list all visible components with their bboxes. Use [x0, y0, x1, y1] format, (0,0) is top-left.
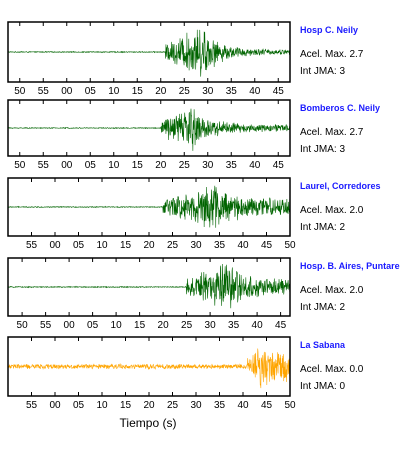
- panel-5: 55 00 05 10 15 20 25 30 35 40 45 50 La Sabana Acel. M…: [7, 336, 364, 411]
- tick-label: 40: [252, 320, 264, 331]
- panel-frame: [7, 99, 291, 157]
- tick-label: 25: [181, 320, 193, 331]
- tick-label: 10: [96, 240, 108, 251]
- tick-label: 25: [179, 86, 191, 97]
- tick-label: 55: [40, 320, 52, 331]
- waveform-trace: [7, 185, 291, 228]
- tick-label: 10: [108, 160, 120, 171]
- tick-label: 35: [214, 240, 226, 251]
- tick-label: 45: [261, 400, 273, 411]
- jma-intensity-label: Int JMA: 2: [300, 302, 345, 313]
- acel-max-label: Acel. Max. 2.7: [300, 49, 364, 60]
- panel-frame: [7, 257, 291, 317]
- tick-label: 10: [111, 320, 123, 331]
- tick-label: 50: [17, 320, 29, 331]
- tick-label: 35: [214, 400, 226, 411]
- tick-label: 05: [85, 160, 97, 171]
- tick-label: 45: [261, 240, 273, 251]
- tick-label: 20: [155, 86, 167, 97]
- tick-label: 20: [143, 240, 155, 251]
- tick-label: 10: [108, 86, 120, 97]
- station-name: Hosp. B. Aires, Puntare: [300, 261, 400, 271]
- tick-label: 00: [61, 160, 73, 171]
- tick-label: 40: [249, 86, 261, 97]
- tick-label: 00: [49, 240, 61, 251]
- tick-label: 35: [226, 86, 238, 97]
- waveform-trace: [7, 108, 291, 151]
- tick-label: 00: [64, 320, 76, 331]
- jma-intensity-label: Int JMA: 0: [300, 381, 345, 392]
- tick-label: 45: [275, 320, 287, 331]
- tick-label: 00: [49, 400, 61, 411]
- tick-label: 40: [237, 400, 249, 411]
- jma-intensity-label: Int JMA: 3: [300, 66, 345, 77]
- station-name: Bomberos C. Neily: [300, 103, 380, 113]
- tick-label: 50: [14, 160, 26, 171]
- tick-label: 05: [73, 400, 85, 411]
- tick-label: 15: [120, 400, 132, 411]
- tick-label: 30: [190, 400, 202, 411]
- tick-label: 15: [132, 160, 144, 171]
- jma-intensity-label: Int JMA: 2: [300, 222, 345, 233]
- panel-4: 50 55 00 05 10 15 20 25 30 35 40 45 Hosp. B. Aires, …: [7, 257, 400, 331]
- tick-label: 20: [155, 160, 167, 171]
- acel-max-label: Acel. Max. 2.7: [300, 127, 364, 138]
- jma-intensity-label: Int JMA: 3: [300, 144, 345, 155]
- tick-label: 00: [61, 86, 73, 97]
- tick-label: 50: [14, 86, 26, 97]
- waveform-trace: [7, 264, 291, 309]
- station-name: La Sabana: [300, 340, 346, 350]
- waveform-trace: [7, 348, 291, 389]
- tick-label: 20: [158, 320, 170, 331]
- acel-max-label: Acel. Max. 0.0: [300, 364, 364, 375]
- tick-label: 45: [273, 160, 285, 171]
- panel-frame: [7, 21, 291, 83]
- tick-label: 55: [38, 86, 50, 97]
- x-axis-title: Tiempo (s): [120, 416, 177, 430]
- acel-max-label: Acel. Max. 2.0: [300, 285, 364, 296]
- tick-label: 15: [120, 240, 132, 251]
- tick-label: 25: [179, 160, 191, 171]
- station-name: Laurel, Corredores: [300, 181, 381, 191]
- panel-2: 50 55 00 05 10 15 20 25 30 35 40 45 Bomberos C. Neil…: [7, 99, 380, 171]
- tick-label: 15: [132, 86, 144, 97]
- tick-label: 55: [38, 160, 50, 171]
- tick-label: 30: [190, 240, 202, 251]
- tick-label: 30: [202, 160, 214, 171]
- panel-3: 55 00 05 10 15 20 25 30 35 40 45 50 Laurel, Corredor…: [7, 177, 381, 251]
- tick-label: 40: [237, 240, 249, 251]
- tick-label: 10: [96, 400, 108, 411]
- acel-max-label: Acel. Max. 2.0: [300, 205, 364, 216]
- tick-label: 35: [226, 160, 238, 171]
- tick-label: 25: [167, 400, 179, 411]
- tick-label: 50: [284, 400, 296, 411]
- tick-label: 20: [143, 400, 155, 411]
- panel-1: 50 55 00 05 10 15 20 25 30 35 40 45 Hosp C. Neily Ace…: [7, 21, 364, 97]
- tick-label: 05: [85, 86, 97, 97]
- tick-label: 40: [249, 160, 261, 171]
- tick-label: 45: [273, 86, 285, 97]
- station-name: Hosp C. Neily: [300, 25, 358, 35]
- tick-label: 55: [26, 240, 38, 251]
- tick-label: 50: [284, 240, 296, 251]
- tick-label: 35: [228, 320, 240, 331]
- tick-label: 30: [202, 86, 214, 97]
- tick-label: 15: [134, 320, 146, 331]
- tick-label: 05: [73, 240, 85, 251]
- tick-label: 25: [167, 240, 179, 251]
- tick-label: 30: [205, 320, 217, 331]
- tick-label: 55: [26, 400, 38, 411]
- waveform-trace: [7, 29, 291, 77]
- tick-label: 05: [87, 320, 99, 331]
